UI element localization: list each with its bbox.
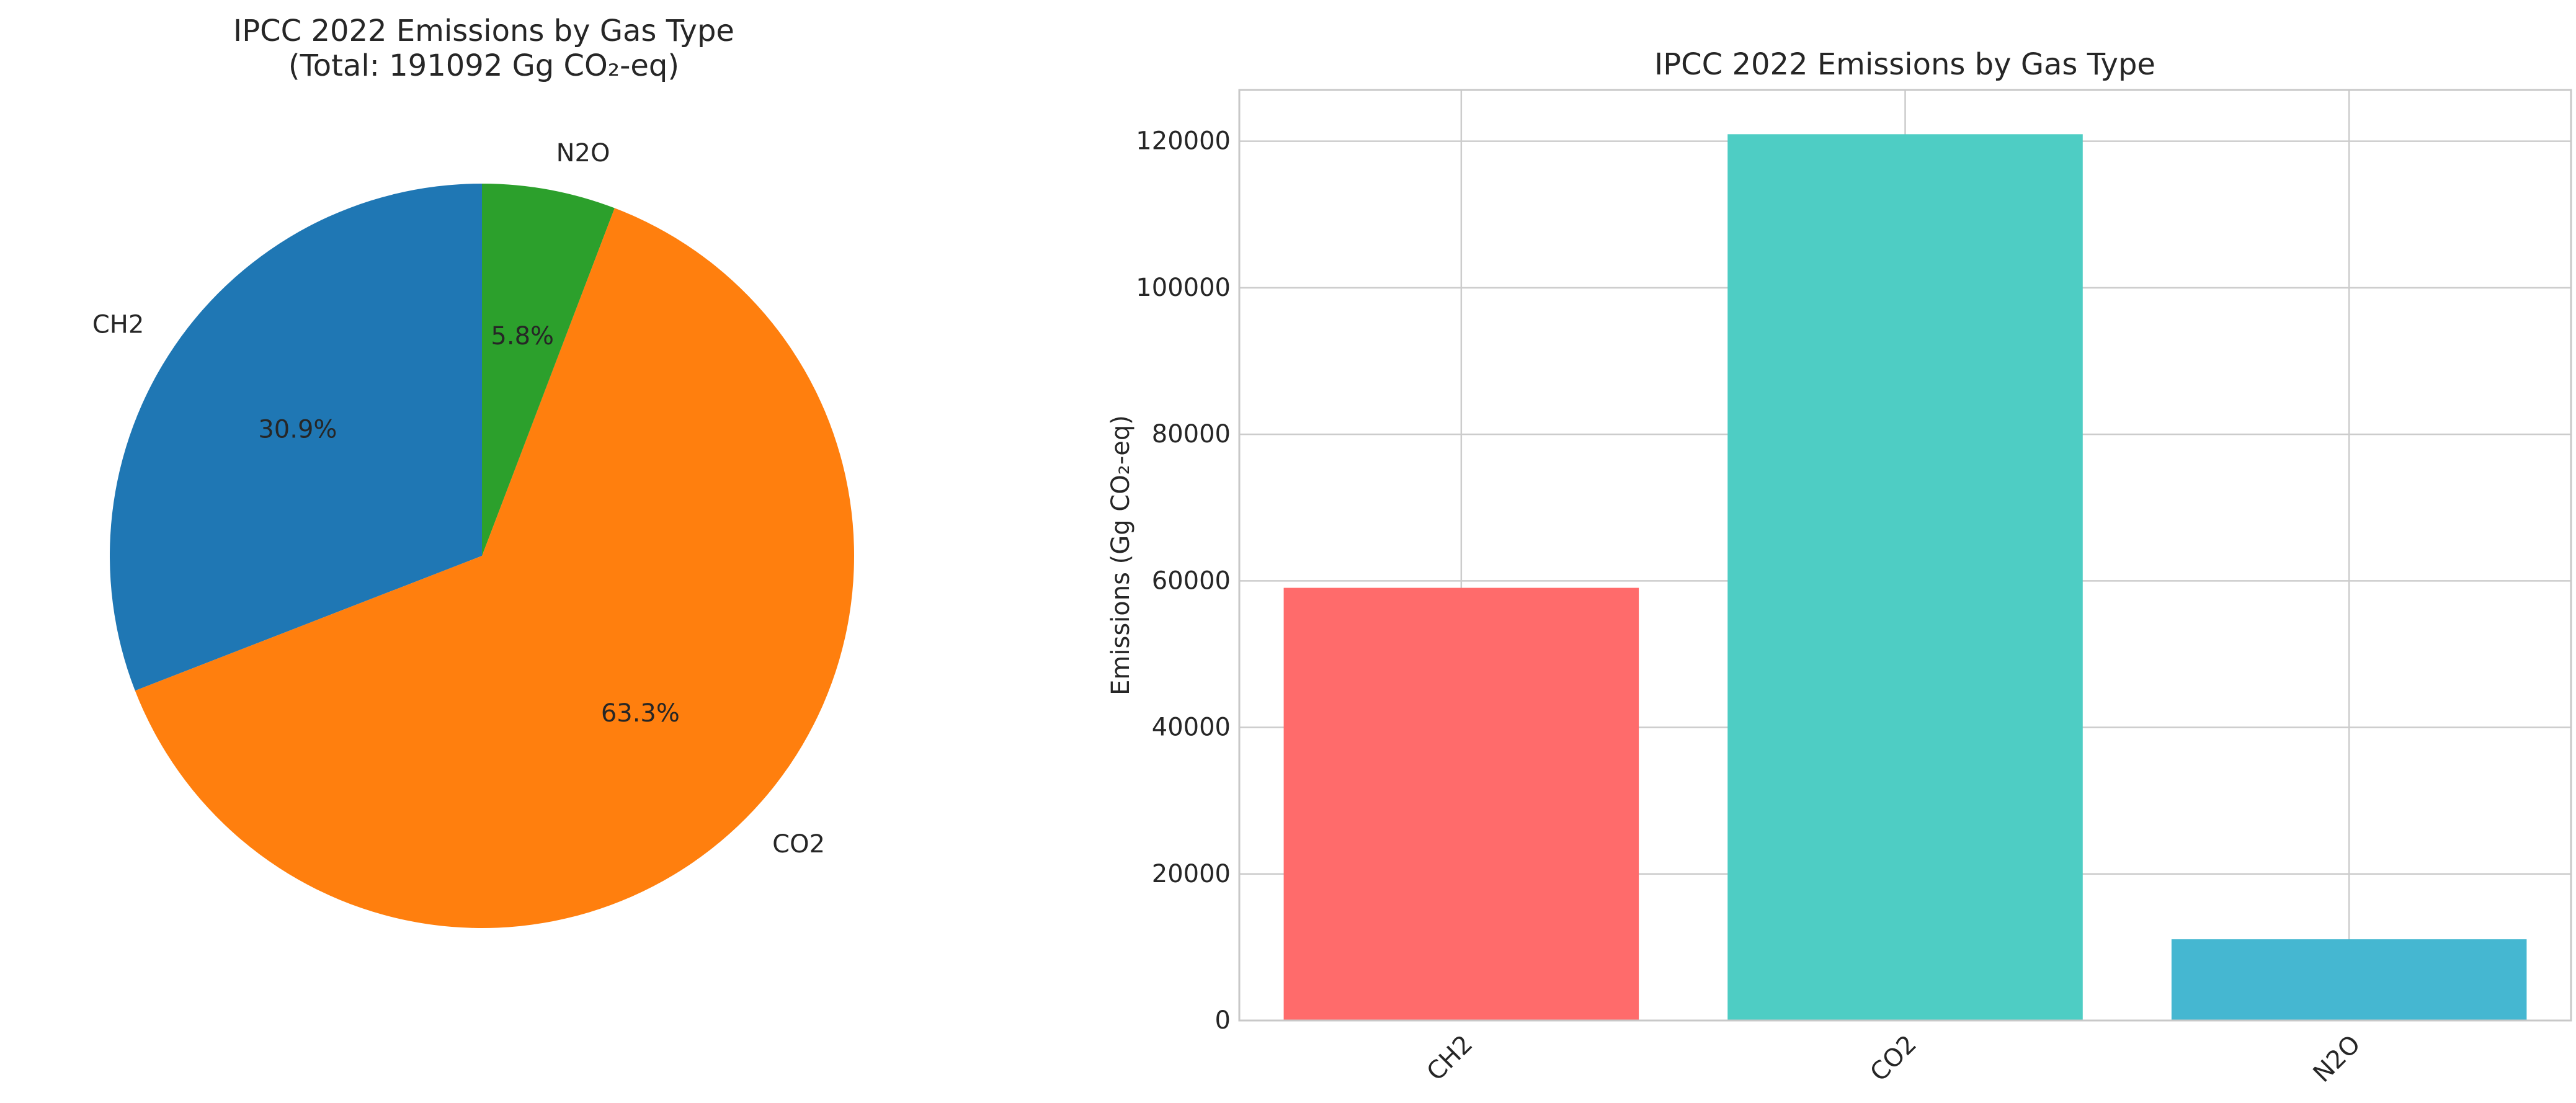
plot-frame [1238,89,2572,1022]
pie-category-label-n2o: N2O [556,139,610,167]
bar-n2o [2171,939,2527,1020]
bar-chart-title: IPCC 2022 Emissions by Gas Type [1654,47,2155,82]
y-tick-label: 100000 [1136,274,1231,302]
pie-slice-n2o [482,184,615,556]
y-tick-label: 20000 [1152,860,1231,888]
pie-chart-title: IPCC 2022 Emissions by Gas Type [233,14,734,48]
bars [1283,134,2527,1020]
pie-labels: 30.9% CH2 63.3% CO2 5.8% N2O [92,139,825,859]
y-tick-label: 40000 [1152,713,1231,742]
pie-slice-co2 [135,208,854,928]
y-tick-label: 0 [1215,1006,1231,1035]
y-tick-labels: 0 20000 40000 60000 80000 100000 120000 [1136,127,1231,1035]
bar-co2 [1727,134,2083,1020]
pie-slice-ch2 [109,184,482,691]
pie-percent-label-ch2: 30.9% [258,416,337,444]
y-tick-label: 120000 [1136,127,1231,156]
y-tick-label: 80000 [1152,420,1231,449]
y-axis-label: Emissions (Gg CO₂-eq) [1107,415,1135,695]
x-tick-label-ch2: CH2 [1422,1030,1479,1087]
x-tick-labels: CH2 CO2 N2O [1422,1030,2366,1088]
pie-percent-label-n2o: 5.8% [491,322,554,351]
bar-chart: IPCC 2022 Emissions by Gas Type 0 20000 40… [1107,47,2572,1088]
pie-chart-subtitle: (Total: 191092 Gg CO₂-eq) [288,48,679,83]
pie-chart: IPCC 2022 Emissions by Gas Type (Total: … [92,14,854,928]
x-tick-label-n2o: N2O [2308,1030,2366,1088]
pie-slices [109,184,854,928]
pie-percent-label-co2: 63.3% [601,699,680,728]
y-tick-label: 60000 [1152,566,1231,595]
pie-category-label-co2: CO2 [772,830,825,859]
bar-ch2 [1283,587,1639,1020]
x-tick-label-co2: CO2 [1865,1030,1922,1087]
pie-category-label-ch2: CH2 [92,310,144,339]
